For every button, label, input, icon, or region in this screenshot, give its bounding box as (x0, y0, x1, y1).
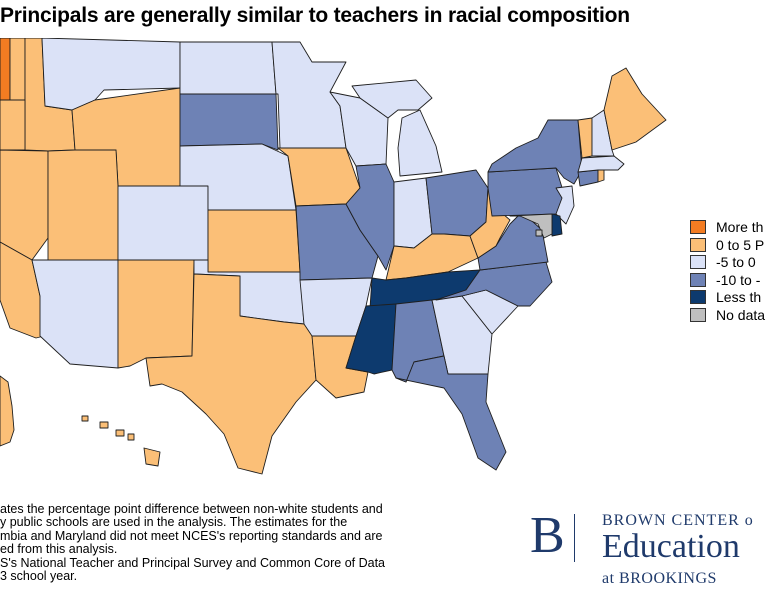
state-RI (597, 169, 605, 183)
legend-label: Less th (716, 289, 762, 306)
brand-middle-text: Education (602, 528, 740, 565)
state-MI-lower (397, 109, 443, 177)
state-HI-3 (115, 429, 125, 437)
state-SD (179, 93, 279, 151)
state-WA (0, 38, 11, 101)
state-NH (591, 109, 615, 157)
state-AK (0, 375, 15, 447)
footnote-line: ates the percentage point difference bet… (0, 503, 383, 516)
state-OR (9, 38, 26, 101)
footnote: ates the percentage point difference bet… (0, 503, 470, 583)
state-NC (435, 261, 553, 307)
state-IL (345, 163, 395, 271)
state-CT (577, 169, 599, 187)
legend-swatch (690, 220, 706, 234)
state-IN (393, 177, 433, 249)
legend-swatch (690, 290, 706, 305)
state-FL (395, 355, 507, 471)
state-NM (117, 259, 195, 369)
state-NJ (555, 185, 575, 225)
state-MA (577, 155, 625, 173)
footnote-line: S's National Teacher and Principal Surve… (0, 555, 385, 570)
legend-label: More th (716, 219, 764, 235)
state-HI-4 (127, 433, 135, 441)
legend-label: No data (716, 306, 766, 323)
state-PA (487, 167, 565, 217)
legend-swatch (690, 307, 706, 322)
brookings-logo: B BROWN CENTER o Education at BROOKINGS (530, 508, 768, 598)
state-KS (207, 209, 301, 273)
state-AZ (31, 259, 119, 369)
legend-label: 0 to 5 P (716, 236, 765, 253)
legend-swatch (690, 272, 706, 287)
state-HI-1 (81, 415, 89, 422)
state-DE (551, 213, 563, 237)
state-ND (179, 41, 277, 95)
legend-label: -5 to 0 (716, 254, 756, 271)
state-ME (603, 67, 667, 151)
footnote-line: ed from this analysis. (0, 542, 118, 557)
us-states-map (0, 38, 667, 475)
state-DC (535, 229, 543, 237)
state-HI-2 (99, 421, 109, 429)
footnote-line: y public schools are used in the analysi… (0, 515, 348, 530)
state-OH (425, 169, 489, 237)
legend-label: -10 to - (716, 271, 761, 288)
state-HI-5 (143, 447, 161, 467)
footnote-line: 3 school year. (0, 568, 78, 583)
state-UT (47, 149, 119, 261)
chart-title: Principals are generally similar to teac… (0, 4, 630, 27)
state-WV (469, 187, 511, 259)
legend-swatch (690, 237, 706, 252)
state-CO (117, 185, 209, 261)
brand-top-text: BROWN CENTER o (602, 512, 754, 529)
brand-bottom-text: at BROOKINGS (602, 570, 717, 587)
brand-divider (574, 514, 575, 562)
state-TX (145, 273, 317, 475)
state-MI (351, 79, 433, 119)
legend-swatch (690, 255, 706, 270)
state-OR-south (0, 99, 26, 151)
state-NV (0, 149, 49, 261)
brand-letter: B (530, 508, 565, 564)
footnote-line: mbia and Maryland did not meet NCES's re… (0, 528, 383, 543)
